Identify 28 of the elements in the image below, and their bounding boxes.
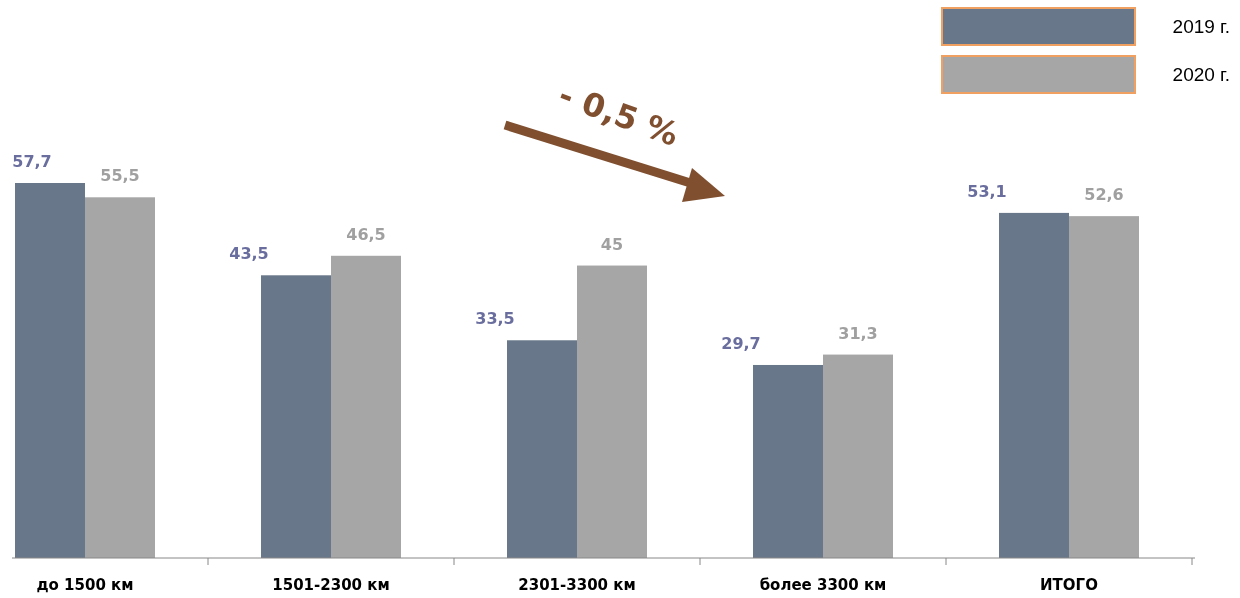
data-label: 31,3 [838,323,878,343]
bar [577,265,647,558]
x-tick-label: 2301-3300 км [518,576,636,594]
text: 2020 г. [1172,64,1230,85]
data-label: 29,7 [721,333,761,353]
x-tick-label: до 1500 км [36,576,134,594]
data-label: 33,5 [475,309,515,329]
x-tick-label: ИТОГО [1040,576,1098,594]
bar [85,197,155,558]
data-label: 46,5 [346,224,386,244]
bar [1069,216,1139,558]
bar [331,255,401,558]
text: - 0,5 % [553,75,684,154]
data-label: 43,5 [229,244,269,264]
data-label: 55,5 [100,166,140,186]
bar [823,354,893,558]
bar [15,183,85,558]
data-label: 57,7 [12,152,52,171]
text: 2019 г. [1172,16,1230,37]
data-label: 53,1 [967,181,1007,201]
data-label: 45 [600,234,624,254]
bar [261,275,331,558]
bar [507,340,577,558]
data-label: 52,6 [1084,185,1124,205]
x-tick-label: 1501-2300 км [272,576,390,594]
bar [753,364,823,558]
bar [999,212,1069,558]
x-tick-label: более 3300 км [759,576,887,594]
